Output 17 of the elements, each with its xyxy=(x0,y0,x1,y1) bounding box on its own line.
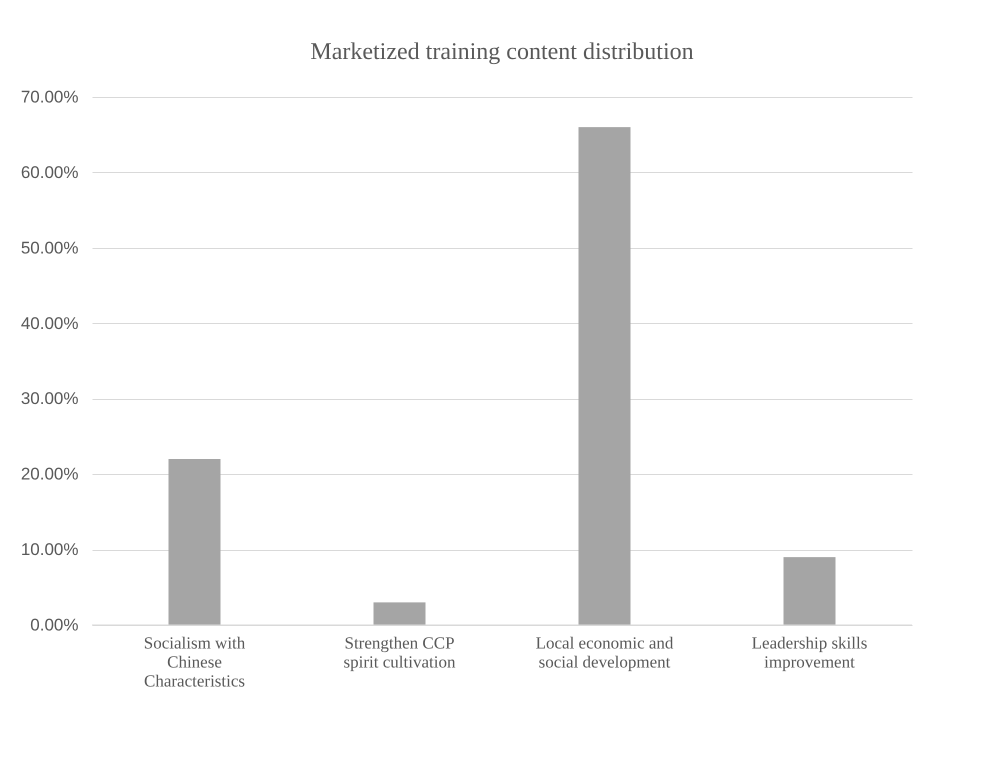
y-tick-label: 30.00% xyxy=(20,389,78,408)
chart-title: Marketized training content distribution xyxy=(310,39,694,65)
x-tick-label: Leadership skills improvement xyxy=(752,634,868,672)
x-tick-label: Strengthen CCP spirit cultivation xyxy=(344,634,456,672)
bar xyxy=(168,459,220,625)
x-tick-label: Socialism with Chinese Characteristics xyxy=(144,634,246,690)
bar xyxy=(374,602,426,625)
y-tick-label: 60.00% xyxy=(20,162,78,182)
y-tick-label: 70.00% xyxy=(20,88,78,106)
y-tick-label: 20.00% xyxy=(20,464,78,484)
y-tick-label: 40.00% xyxy=(20,314,78,333)
y-tick-label: 0.00% xyxy=(30,616,78,634)
bar xyxy=(784,557,836,625)
y-tick-label: 10.00% xyxy=(20,540,78,560)
y-tick-label: 50.00% xyxy=(20,238,78,258)
bar xyxy=(578,127,630,625)
x-tick-label: Local economic and social development xyxy=(536,634,674,672)
